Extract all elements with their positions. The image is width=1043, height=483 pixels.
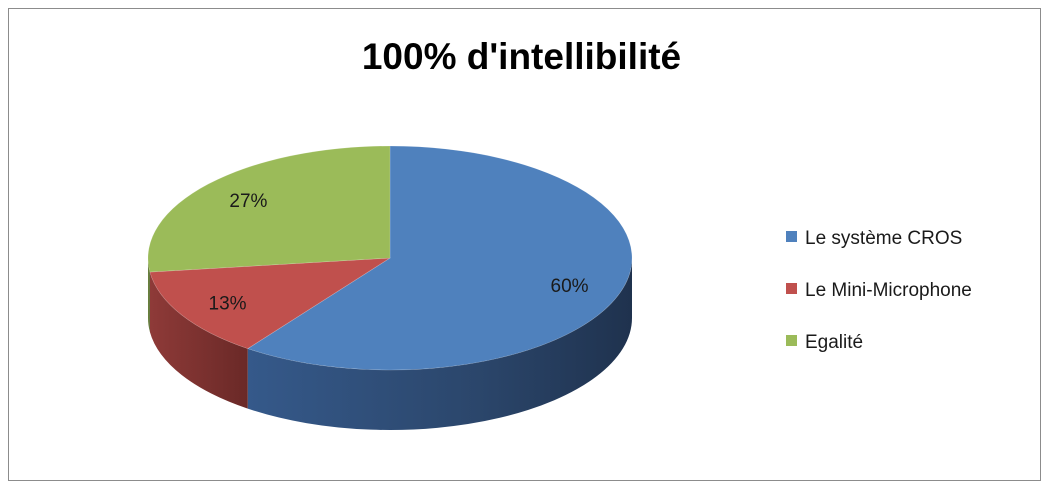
legend-item-mini-microphone: Le Mini-Microphone <box>786 280 972 306</box>
data-label-egalite: 27% <box>229 191 267 212</box>
legend-swatch-egalite <box>786 335 797 347</box>
legend-item-cros: Le système CROS <box>786 228 972 254</box>
legend-label-cros: Le système CROS <box>805 228 963 249</box>
pie-side-egalite <box>148 258 150 333</box>
legend-label-egalite: Egalité <box>805 332 864 353</box>
pie-side-mini-microphone <box>149 272 248 409</box>
chart-title: 100% d'intellibilité <box>361 36 682 77</box>
pie-side-cros <box>247 258 632 430</box>
legend-label-mini-microphone: Le Mini-Microphone <box>805 280 972 301</box>
legend: Le système CROS Le Mini-Microphone Egali… <box>786 228 972 384</box>
data-label-mini-microphone: 13% <box>209 293 247 314</box>
pie-labels: 60% 13% 27% <box>209 191 589 314</box>
legend-item-egalite: Egalité <box>786 332 972 358</box>
pie-slice-cros <box>247 145 633 371</box>
pie-tops <box>147 145 633 371</box>
data-label-cros: 60% <box>551 276 589 297</box>
pie-slice-mini-microphone <box>149 257 392 349</box>
pie-slice-egalite <box>147 145 391 273</box>
legend-swatch-cros <box>786 231 797 243</box>
pie-sides <box>148 258 632 430</box>
legend-swatch-mini-microphone <box>786 283 797 295</box>
